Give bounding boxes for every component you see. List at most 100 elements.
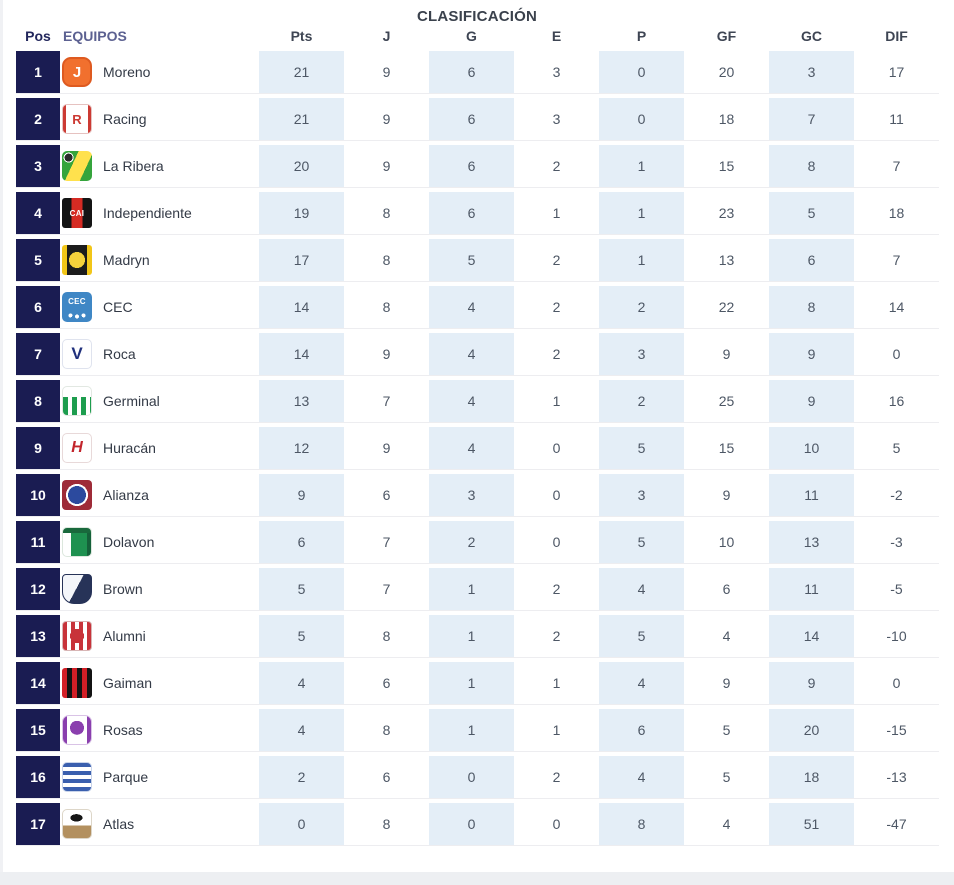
team-cell: Alianza (60, 474, 259, 516)
stat-g: 1 (429, 568, 514, 610)
stat-p: 6 (599, 709, 684, 751)
stat-g: 1 (429, 615, 514, 657)
stat-gf: 13 (684, 239, 769, 281)
stat-j: 9 (344, 333, 429, 375)
team-cell: CEC CEC (60, 286, 259, 328)
position-badge: 14 (16, 662, 60, 704)
stat-p: 8 (599, 803, 684, 845)
table-row[interactable]: 13 Alumni 5 8 1 2 5 4 14 -10 (16, 615, 939, 658)
table-row[interactable]: 14 Gaiman 4 6 1 1 4 9 9 0 (16, 662, 939, 705)
table-row[interactable]: 7 V Roca 14 9 4 2 3 9 9 0 (16, 333, 939, 376)
team-name: Independiente (103, 205, 192, 221)
position-badge: 11 (16, 521, 60, 563)
table-row[interactable]: 4 CAI Independiente 19 8 6 1 1 23 5 18 (16, 192, 939, 235)
stat-gc: 9 (769, 333, 854, 375)
position-badge: 16 (16, 756, 60, 798)
team-cell: Rosas (60, 709, 259, 751)
stat-e: 0 (514, 521, 599, 563)
table-row[interactable]: 15 Rosas 4 8 1 1 6 5 20 -15 (16, 709, 939, 752)
stat-gf: 4 (684, 615, 769, 657)
stat-g: 4 (429, 286, 514, 328)
team-cell: La Ribera (60, 145, 259, 187)
stat-gf: 5 (684, 709, 769, 751)
table-row[interactable]: 8 Germinal 13 7 4 1 2 25 9 16 (16, 380, 939, 423)
position-number: 17 (30, 816, 46, 832)
table-row[interactable]: 16 Parque 2 6 0 2 4 5 18 -13 (16, 756, 939, 799)
stat-gc: 11 (769, 568, 854, 610)
stat-dif: 17 (854, 51, 939, 93)
cec-logo-icon: CEC (62, 292, 92, 322)
stat-pts: 14 (259, 286, 344, 328)
team-cell: Germinal (60, 380, 259, 422)
team-name: Rosas (103, 722, 143, 738)
header-equipos: EQUIPOS (63, 27, 127, 44)
team-cell: Brown (60, 568, 259, 610)
position-number: 10 (30, 487, 46, 503)
header-pos: Pos (25, 27, 51, 44)
stat-p: 5 (599, 615, 684, 657)
racing-logo-icon: R (62, 104, 92, 134)
stat-g: 6 (429, 192, 514, 234)
stat-e: 1 (514, 380, 599, 422)
table-row[interactable]: 9 H Huracán 12 9 4 0 5 15 10 5 (16, 427, 939, 470)
alianza-logo-icon (62, 480, 92, 510)
header-gc: GC (801, 27, 822, 44)
page-bottom-gutter (0, 872, 954, 885)
stat-p: 4 (599, 756, 684, 798)
team-name: Huracán (103, 440, 156, 456)
stat-p: 1 (599, 145, 684, 187)
team-name: Germinal (103, 393, 160, 409)
stat-gf: 9 (684, 474, 769, 516)
stat-gf: 25 (684, 380, 769, 422)
stat-j: 9 (344, 98, 429, 140)
table-row[interactable]: 2 R Racing 21 9 6 3 0 18 7 11 (16, 98, 939, 141)
roca-logo-icon: V (62, 339, 92, 369)
table-row[interactable]: 11 Dolavon 6 7 2 0 5 10 13 -3 (16, 521, 939, 564)
stat-e: 2 (514, 286, 599, 328)
team-cell: V Roca (60, 333, 259, 375)
header-dif: DIF (885, 27, 908, 44)
position-number: 6 (34, 299, 42, 315)
stat-dif: 16 (854, 380, 939, 422)
independiente-logo-icon: CAI (62, 198, 92, 228)
stat-g: 4 (429, 427, 514, 469)
stat-dif: -10 (854, 615, 939, 657)
stat-gc: 8 (769, 286, 854, 328)
stat-p: 4 (599, 568, 684, 610)
position-badge: 9 (16, 427, 60, 469)
team-cell: Gaiman (60, 662, 259, 704)
position-badge: 3 (16, 145, 60, 187)
stat-gf: 4 (684, 803, 769, 845)
header-p: P (636, 27, 647, 44)
stat-pts: 9 (259, 474, 344, 516)
team-cell: H Huracán (60, 427, 259, 469)
table-row[interactable]: 3 La Ribera 20 9 6 2 1 15 8 7 (16, 145, 939, 188)
stat-gc: 13 (769, 521, 854, 563)
stat-dif: 11 (854, 98, 939, 140)
stat-e: 2 (514, 239, 599, 281)
stat-p: 2 (599, 286, 684, 328)
table-row[interactable]: 1 J Moreno 21 9 6 3 0 20 3 17 (16, 51, 939, 94)
table-row[interactable]: 10 Alianza 9 6 3 0 3 9 11 -2 (16, 474, 939, 517)
stat-j: 8 (344, 239, 429, 281)
stat-gf: 23 (684, 192, 769, 234)
stat-pts: 21 (259, 98, 344, 140)
table-row[interactable]: 12 Brown 5 7 1 2 4 6 11 -5 (16, 568, 939, 611)
table-row[interactable]: 6 CEC CEC 14 8 4 2 2 22 8 14 (16, 286, 939, 329)
table-header: Pos EQUIPOS Pts J G E P GF GC DIF (16, 27, 939, 44)
stat-g: 6 (429, 98, 514, 140)
stat-pts: 2 (259, 756, 344, 798)
stat-j: 8 (344, 803, 429, 845)
position-badge: 7 (16, 333, 60, 375)
stat-pts: 5 (259, 568, 344, 610)
table-row[interactable]: 5 Madryn 17 8 5 2 1 13 6 7 (16, 239, 939, 282)
stat-gc: 5 (769, 192, 854, 234)
stat-g: 1 (429, 662, 514, 704)
stat-pts: 0 (259, 803, 344, 845)
position-badge: 17 (16, 803, 60, 845)
stat-j: 8 (344, 192, 429, 234)
team-cell: Madryn (60, 239, 259, 281)
stat-pts: 4 (259, 709, 344, 751)
stat-gc: 3 (769, 51, 854, 93)
table-row[interactable]: 17 Atlas 0 8 0 0 8 4 51 -47 (16, 803, 939, 846)
